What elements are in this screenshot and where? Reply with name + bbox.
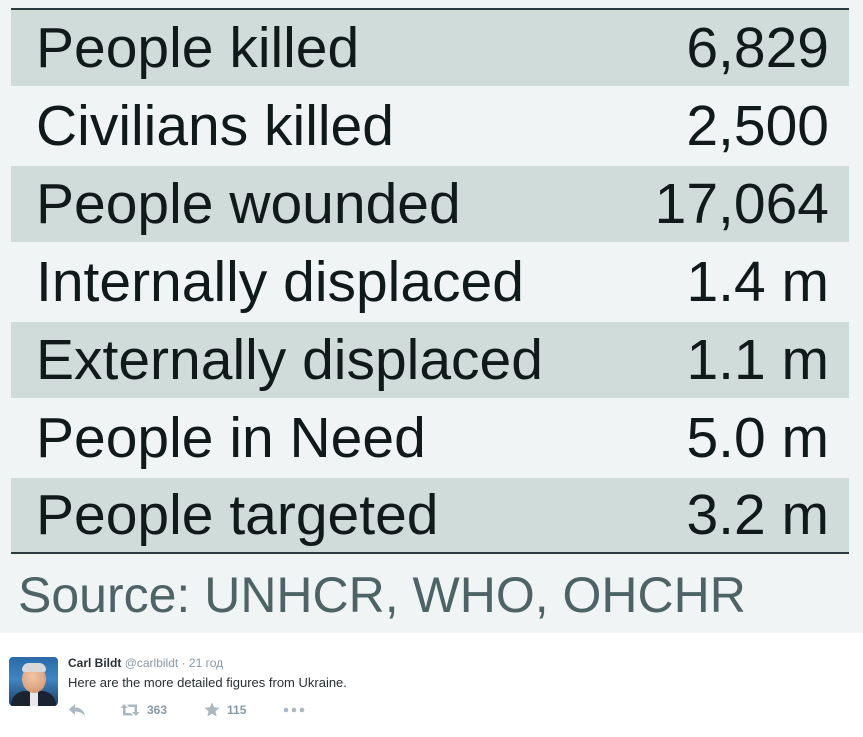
tweet-header: Carl Bildt @carlbildt · 21 год [68,656,223,670]
star-icon [204,702,220,717]
stat-label: People wounded [36,172,461,236]
stat-value: 6,829 [686,16,829,80]
tweet-actions: 363 115 [68,702,305,717]
retweet-count: 363 [147,702,168,717]
more-dots-icon [283,707,305,713]
stat-row: Internally displaced 1.4 m [11,244,849,320]
tweet: Carl Bildt @carlbildt · 21 год Here are … [0,633,863,737]
favorite-count: 115 [227,702,247,717]
stat-row: People killed 6,829 [11,10,849,86]
attached-image[interactable]: People killed 6,829 Civilians killed 2,5… [0,0,863,633]
stat-value: 5.0 m [686,406,829,470]
stats-table: People killed 6,829 Civilians killed 2,5… [11,8,849,554]
reply-button[interactable] [68,703,86,717]
stat-row: People targeted 3.2 m [11,478,849,554]
stat-label: People in Need [36,406,426,470]
stat-row: Civilians killed 2,500 [11,88,849,164]
stat-row: People in Need 5.0 m [11,400,849,476]
stat-label: Civilians killed [36,94,394,158]
stat-value: 3.2 m [686,483,829,547]
stat-value: 1.1 m [686,328,829,392]
retweet-button[interactable]: 363 [120,703,167,717]
more-button[interactable] [283,707,305,713]
stat-value: 1.4 m [686,250,829,314]
reply-icon [68,703,86,717]
stat-label: Internally displaced [36,250,524,314]
author-handle[interactable]: @carlbildt [124,656,179,670]
stat-row: People wounded 17,064 [11,166,849,242]
retweet-icon [120,703,140,717]
tweet-text: Here are the more detailed figures from … [68,675,347,690]
source-credit: Source: UNHCR, WHO, OHCHR [18,567,746,623]
stat-label: People killed [36,16,360,80]
stat-value: 17,064 [654,172,829,236]
avatar[interactable] [9,657,58,706]
tweet-timestamp[interactable]: 21 год [188,656,224,670]
stat-label: People targeted [36,483,439,547]
stat-label: Externally displaced [36,328,543,392]
separator: · [181,656,186,670]
stat-value: 2,500 [686,94,829,158]
stat-row: Externally displaced 1.1 m [11,322,849,398]
author-name[interactable]: Carl Bildt [68,656,122,670]
favorite-button[interactable]: 115 [204,702,246,717]
